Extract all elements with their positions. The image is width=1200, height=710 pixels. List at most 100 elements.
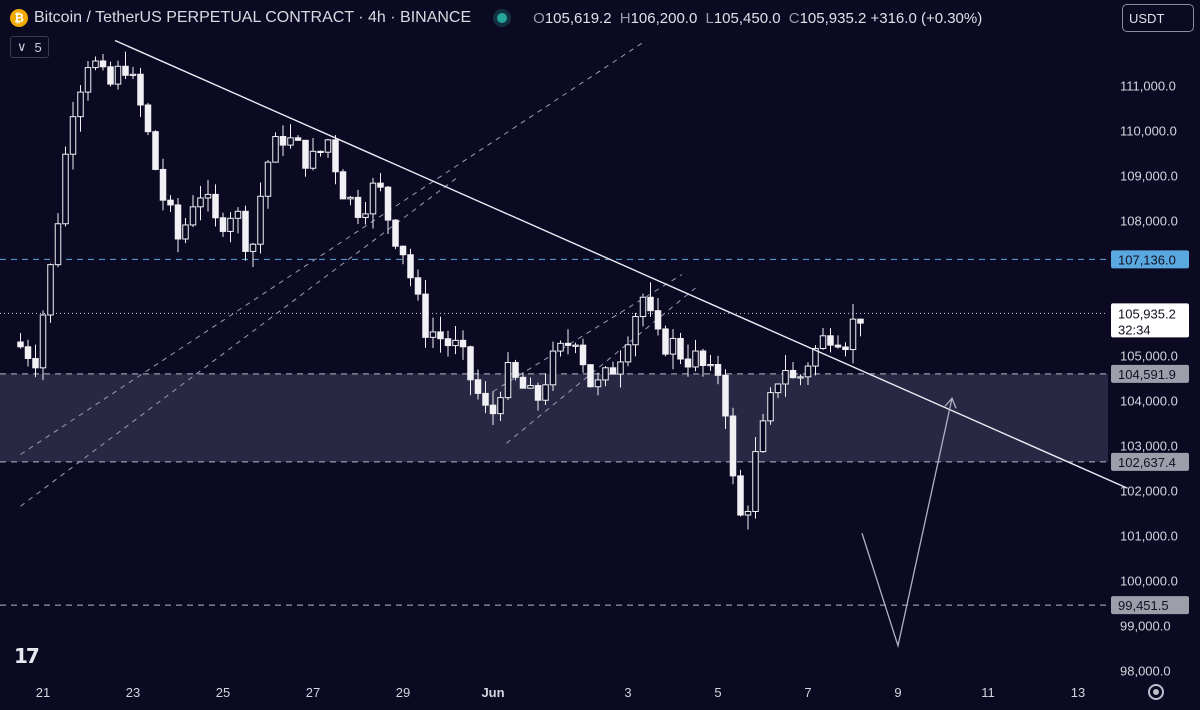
- gear-icon[interactable]: [1148, 684, 1164, 700]
- candle: [249, 242, 257, 268]
- candle-body: [54, 223, 62, 266]
- candle-body: [759, 420, 767, 453]
- price-label: 104,591.9: [1111, 364, 1189, 383]
- arrowhead-icon: [944, 397, 957, 409]
- y-tick-label: 109,000.0: [1120, 169, 1178, 184]
- candle-body: [744, 510, 752, 516]
- candle-body: [729, 415, 737, 477]
- candle: [684, 344, 692, 377]
- candle-body: [459, 339, 467, 348]
- candle-body: [152, 131, 159, 170]
- candle-body: [279, 136, 287, 146]
- candle: [332, 135, 339, 185]
- price-label-box: [1111, 452, 1189, 471]
- y-tick-label: 108,000.0: [1120, 214, 1178, 229]
- chart-header: ₿ Bitcoin / TetherUS PERPETUAL CONTRACT …: [10, 7, 982, 29]
- candle-body: [699, 350, 707, 367]
- price-label-text: 104,591.9: [1118, 367, 1176, 382]
- x-tick-label: Jun: [481, 685, 504, 700]
- candle: [444, 330, 452, 357]
- candle-body: [317, 150, 324, 154]
- candle: [624, 336, 632, 367]
- candle-body: [624, 344, 632, 363]
- candle: [107, 61, 114, 87]
- candle: [602, 366, 609, 387]
- candle: [399, 245, 407, 265]
- candle-body: [737, 475, 744, 516]
- candle: [92, 56, 99, 71]
- candle: [572, 342, 579, 354]
- candle: [407, 248, 414, 287]
- candle: [707, 354, 714, 371]
- price-label-box: [1111, 596, 1189, 615]
- indicator-toggle[interactable]: ∨ 5: [10, 36, 49, 58]
- candle-body: [347, 196, 354, 200]
- candle: [182, 218, 189, 244]
- candle-body: [264, 161, 272, 197]
- candle: [774, 383, 782, 399]
- price-labels: 107,136.0 105,935.232:34 104,591.9 102,637.…: [1111, 250, 1189, 615]
- candle: [744, 505, 752, 530]
- candle: [782, 355, 789, 397]
- symbol-title[interactable]: Bitcoin / TetherUS PERPETUAL CONTRACT · …: [34, 9, 472, 26]
- candle: [324, 138, 332, 158]
- candle: [234, 207, 242, 234]
- candle-body: [677, 337, 684, 360]
- candle-body: [17, 341, 24, 348]
- candle: [512, 359, 519, 381]
- candle: [272, 132, 279, 163]
- y-tick-label: 98,000.0: [1120, 664, 1171, 679]
- candle: [279, 125, 287, 157]
- candle: [377, 173, 384, 192]
- candle-body: [422, 293, 429, 338]
- candle-body: [639, 296, 647, 318]
- candle-body: [579, 344, 587, 366]
- candle-body: [399, 245, 407, 256]
- candle-body: [617, 361, 624, 375]
- candle: [527, 377, 534, 389]
- candle-body: [752, 451, 759, 512]
- candle: [204, 179, 212, 212]
- candle-body: [647, 296, 654, 312]
- candle: [489, 391, 497, 426]
- candle: [452, 325, 459, 355]
- candle-body: [437, 331, 444, 340]
- candle: [474, 369, 482, 400]
- price-label-box: [1111, 250, 1189, 269]
- candle-body: [827, 335, 834, 346]
- currency-selector[interactable]: USDT: [1122, 4, 1194, 32]
- price-label-box: [1111, 364, 1189, 383]
- candle: [737, 469, 744, 517]
- candle: [369, 177, 377, 229]
- candle-body: [362, 213, 369, 218]
- candle: [849, 304, 857, 364]
- y-tick-label: 104,000.0: [1120, 394, 1178, 409]
- price-axis: 111,000.0 110,000.0 109,000.0 108,000.0 105,…: [1120, 79, 1178, 679]
- candle: [699, 348, 707, 377]
- x-tick-label: 3: [624, 685, 631, 700]
- candle: [459, 330, 467, 360]
- candle-body: [504, 362, 512, 399]
- candle: [99, 53, 107, 71]
- candle: [714, 355, 722, 385]
- candle: [264, 160, 272, 209]
- candle: [647, 282, 654, 317]
- candle: [347, 196, 354, 206]
- candle-body: [122, 65, 129, 76]
- x-tick-label: 23: [126, 685, 140, 700]
- candle-body: [549, 350, 557, 386]
- candlesticks: [17, 51, 864, 530]
- candle: [114, 60, 122, 90]
- candle: [384, 185, 392, 234]
- candle-body: [534, 385, 542, 401]
- candle-body: [819, 335, 827, 349]
- candle-body: [429, 331, 437, 338]
- x-tick-label: 29: [396, 685, 410, 700]
- y-tick-label: 110,000.0: [1120, 124, 1177, 139]
- candle-body: [159, 168, 167, 201]
- candle: [24, 339, 32, 367]
- candle: [39, 310, 47, 381]
- candle-body: [654, 310, 662, 330]
- candle-body: [774, 383, 782, 394]
